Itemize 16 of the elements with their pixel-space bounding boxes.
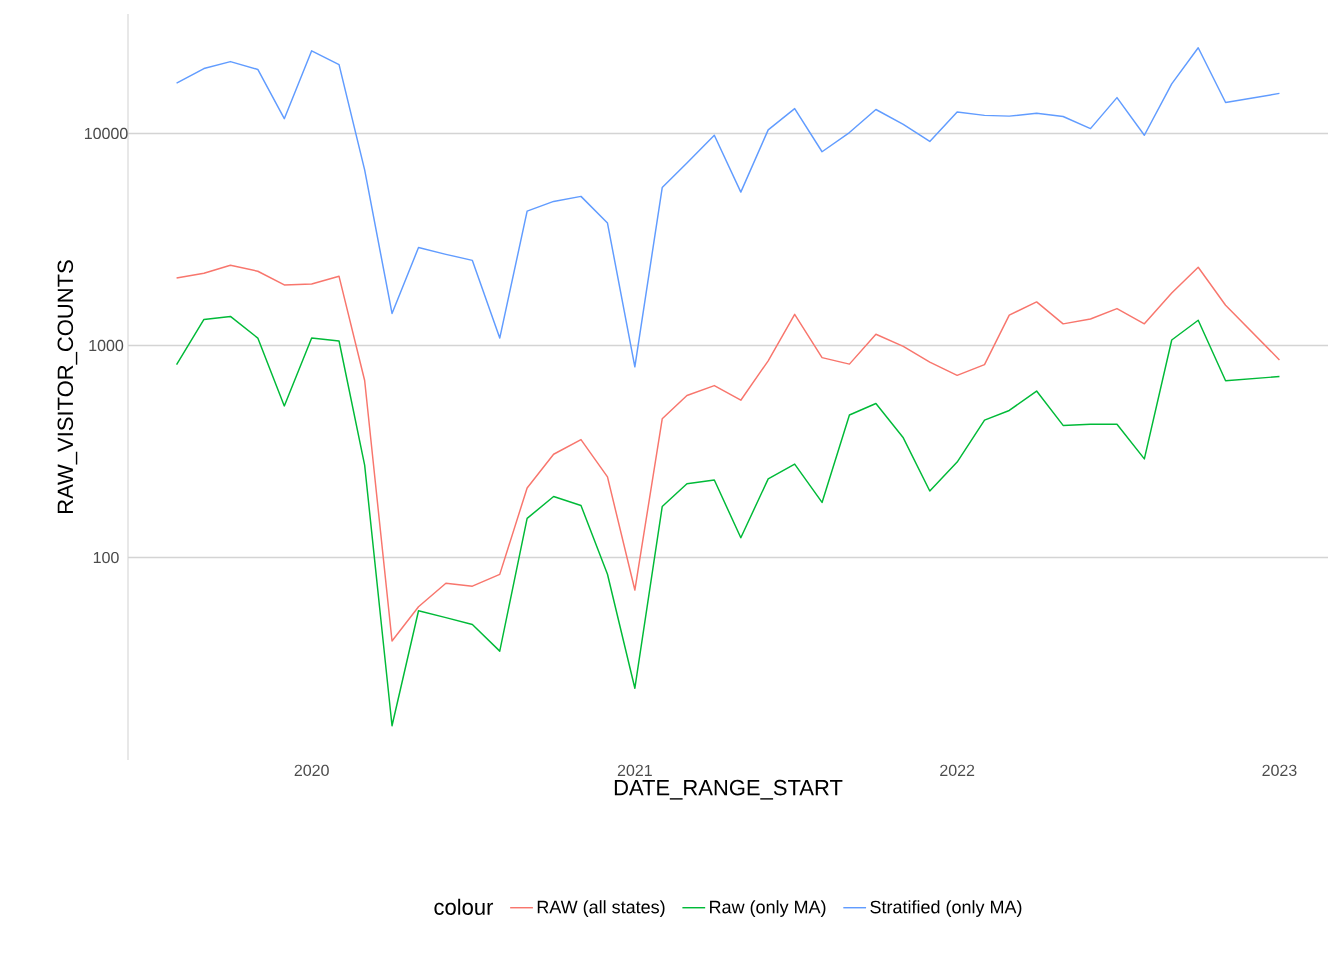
line-series	[175, 47, 1281, 368]
legend-label: Stratified (only MA)	[870, 900, 1022, 917]
x-tick-label: 2023	[1262, 764, 1297, 777]
legend-label: Raw (only MA)	[710, 900, 826, 917]
x-tick-label: 2020	[294, 764, 329, 777]
line-series	[175, 264, 1281, 642]
y-tick-label: 1000	[89, 339, 124, 352]
x-tick-label: 2022	[940, 764, 975, 777]
y-tick-label: 100	[93, 551, 119, 564]
line-series	[175, 315, 1281, 727]
y-tick-label: 10000	[84, 127, 128, 140]
y-axis-title: RAW_VISITOR_COUNTS	[57, 260, 78, 513]
legend-label: RAW (all states)	[537, 900, 665, 917]
x-tick-label: 2021	[617, 764, 652, 777]
x-axis-title: DATE_RANGE_START	[614, 779, 843, 800]
legend-title: colour	[434, 898, 494, 915]
